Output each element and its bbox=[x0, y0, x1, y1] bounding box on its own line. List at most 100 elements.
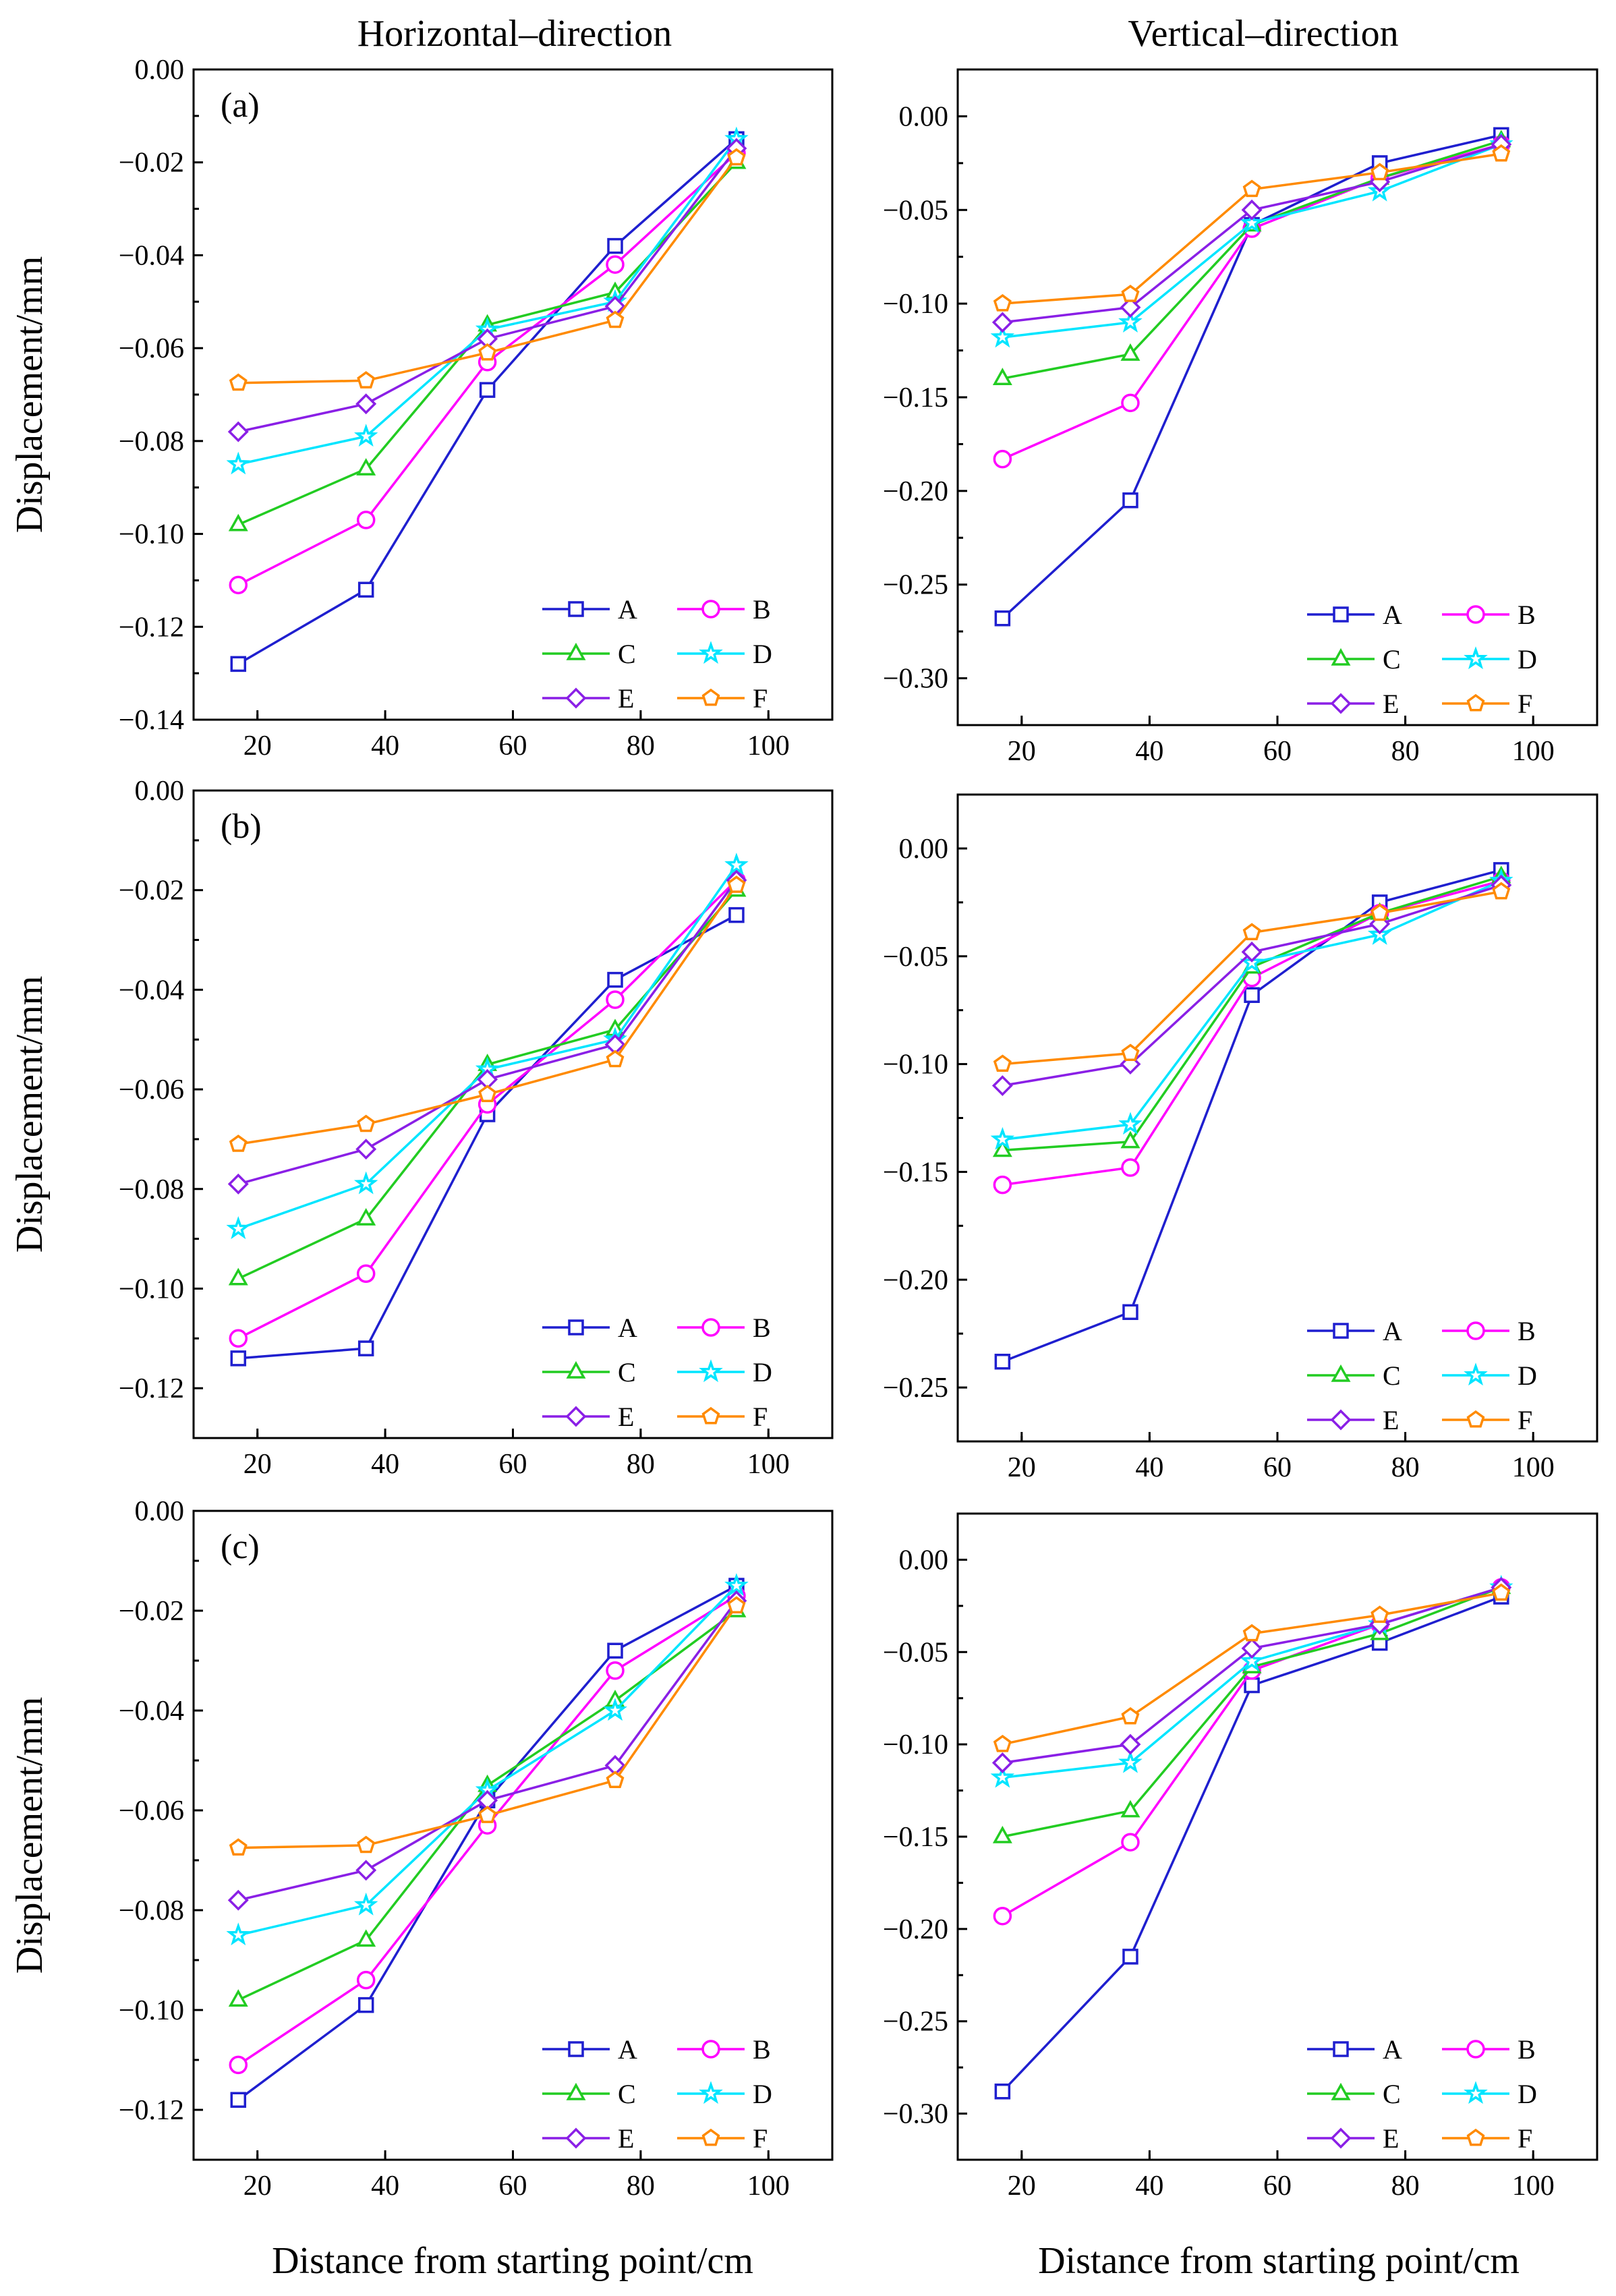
legend-label-A: A bbox=[618, 2034, 637, 2065]
y-tick-label: −0.25 bbox=[883, 2007, 948, 2038]
data-point-B bbox=[1121, 1833, 1140, 1852]
data-point-F bbox=[478, 1085, 497, 1102]
y-tick-label: −0.08 bbox=[119, 1895, 184, 1926]
y-tick-label: 0.00 bbox=[135, 776, 185, 807]
data-point-B bbox=[356, 1970, 376, 1990]
x-tick-label: 20 bbox=[243, 1449, 272, 1480]
legend-label-A: A bbox=[1383, 2034, 1402, 2065]
data-point-E bbox=[1120, 297, 1141, 318]
legend-marker-A bbox=[568, 2041, 584, 2057]
data-point-E bbox=[355, 393, 377, 415]
data-point-A bbox=[607, 971, 623, 988]
y-tick-label: −0.05 bbox=[883, 942, 948, 973]
panel-tag: (a) bbox=[221, 86, 260, 125]
x-tick-label: 60 bbox=[1263, 2171, 1292, 2202]
data-point-A bbox=[1122, 492, 1138, 509]
legend-label-F: F bbox=[753, 683, 768, 714]
legend-marker-C bbox=[1331, 1364, 1351, 1382]
y-tick-label: −0.08 bbox=[119, 1174, 184, 1205]
data-point-E bbox=[991, 312, 1013, 333]
y-tick-label: −0.30 bbox=[883, 2099, 948, 2130]
data-point-A bbox=[1244, 987, 1260, 1004]
legend-marker-A bbox=[1333, 1323, 1349, 1339]
legend-label-E: E bbox=[618, 683, 634, 714]
y-tick-label: −0.14 bbox=[119, 705, 184, 736]
data-point-D bbox=[603, 1698, 627, 1721]
y-tick-label: −0.15 bbox=[883, 1822, 948, 1853]
x-tick-label: 80 bbox=[627, 2171, 655, 2202]
legend-marker-D bbox=[1464, 1362, 1488, 1386]
legend-marker-A bbox=[568, 1319, 584, 1336]
x-tick-label: 40 bbox=[1135, 736, 1163, 767]
legend-label-B: B bbox=[753, 1313, 771, 1343]
x-tick-label: 100 bbox=[747, 730, 790, 762]
y-tick-label: −0.06 bbox=[119, 1796, 184, 1827]
data-point-F bbox=[993, 1054, 1012, 1072]
y-tick-label: 0.00 bbox=[135, 1496, 185, 1527]
data-point-C bbox=[356, 1929, 376, 1947]
data-point-C bbox=[992, 1139, 1012, 1157]
data-point-A bbox=[994, 610, 1011, 627]
legend-marker-D bbox=[1464, 2081, 1488, 2104]
legend-marker-B bbox=[701, 600, 720, 619]
x-tick-label: 60 bbox=[1263, 1452, 1292, 1483]
series-line-C bbox=[1002, 139, 1502, 380]
legend-label-D: D bbox=[1518, 1360, 1537, 1391]
x-axis-label-left: Distance from starting point/cm bbox=[272, 2240, 753, 2282]
legend-marker-B bbox=[1466, 2040, 1485, 2059]
legend-label-C: C bbox=[1383, 2079, 1401, 2109]
y-tick-label: −0.04 bbox=[119, 240, 184, 271]
panel-tag: (b) bbox=[221, 807, 262, 846]
y-tick-label: −0.20 bbox=[883, 1265, 948, 1296]
y-tick-label: −0.30 bbox=[883, 664, 948, 695]
y-tick-label: −0.10 bbox=[119, 1995, 184, 2026]
legend-label-C: C bbox=[1383, 644, 1401, 675]
x-tick-label: 40 bbox=[371, 730, 399, 762]
y-tick-label: −0.12 bbox=[119, 2095, 184, 2126]
x-tick-label: 20 bbox=[1008, 736, 1036, 767]
data-point-A bbox=[607, 1642, 623, 1659]
data-point-F bbox=[1370, 163, 1389, 181]
data-point-C bbox=[1120, 1800, 1141, 1818]
legend-marker-F bbox=[1466, 1410, 1485, 1428]
x-tick-label: 40 bbox=[1135, 1452, 1163, 1483]
data-point-A bbox=[994, 1353, 1011, 1370]
y-tick-label: −0.06 bbox=[119, 1074, 184, 1106]
data-point-F bbox=[1121, 285, 1140, 302]
data-point-C bbox=[228, 513, 248, 532]
y-tick-label: −0.02 bbox=[119, 876, 184, 907]
data-point-D bbox=[990, 1126, 1015, 1150]
data-point-D bbox=[1118, 1750, 1143, 1773]
legend: A B C D E F bbox=[542, 594, 772, 714]
data-point-F bbox=[478, 343, 497, 361]
data-point-E bbox=[227, 1173, 249, 1195]
data-point-D bbox=[353, 1892, 378, 1916]
legend-label-A: A bbox=[618, 1313, 637, 1343]
y-tick-label: −0.10 bbox=[883, 1729, 948, 1760]
legend-marker-B bbox=[701, 1318, 720, 1337]
data-point-A bbox=[357, 1997, 374, 2013]
data-point-F bbox=[229, 1838, 248, 1856]
legend-marker-D bbox=[1464, 646, 1488, 670]
y-axis-label: Displacement/mm bbox=[9, 256, 51, 534]
legend-label-D: D bbox=[1518, 2079, 1537, 2109]
panels-group: 20 40 60 80 100 −0.14 −0.12 −0.10 −0.08 −0.06 −0.0… bbox=[9, 55, 1598, 2202]
x-tick-label: 40 bbox=[371, 2171, 399, 2202]
y-tick-label: −0.20 bbox=[883, 476, 948, 507]
legend-label-E: E bbox=[1383, 1405, 1399, 1435]
data-point-B bbox=[1121, 1158, 1140, 1177]
legend-label-A: A bbox=[618, 594, 637, 625]
data-point-E bbox=[1241, 941, 1263, 963]
data-point-D bbox=[353, 1171, 378, 1195]
x-tick-label: 60 bbox=[1263, 736, 1292, 767]
panel-2: 20 40 60 80 100 −0.30 −0.25 −0.20 −0.15 −0.10 −0.0… bbox=[883, 68, 1598, 767]
legend: A B C D E F bbox=[1307, 600, 1537, 719]
data-point-B bbox=[993, 449, 1012, 469]
data-point-F bbox=[357, 1835, 376, 1854]
data-point-F bbox=[1242, 1624, 1261, 1642]
y-tick-label: −0.10 bbox=[883, 1050, 948, 1081]
legend: A B C D E F bbox=[1307, 1316, 1537, 1435]
data-point-D bbox=[724, 853, 749, 876]
data-point-D bbox=[1240, 1648, 1264, 1672]
